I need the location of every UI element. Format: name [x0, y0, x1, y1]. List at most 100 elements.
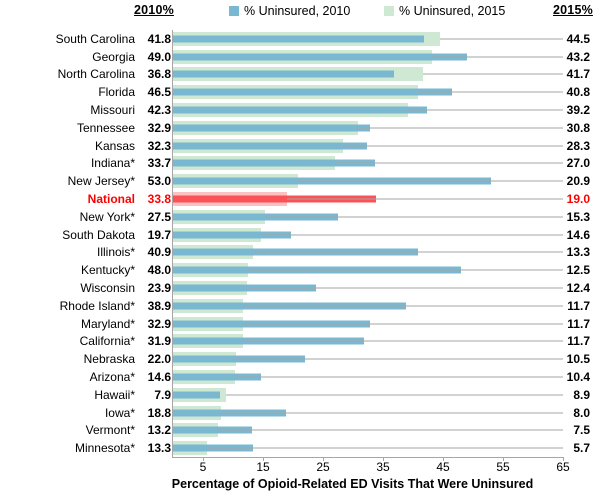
category-label: Wisconsin: [80, 281, 135, 296]
x-tick-mark: [443, 458, 444, 461]
category-label: Iowa*: [104, 405, 135, 420]
legend-label-2015: % Uninsured, 2015: [399, 3, 506, 18]
value-2015-label: 41.7: [566, 67, 590, 82]
value-2015-label: 11.7: [567, 298, 590, 313]
bar-2010: [173, 231, 292, 239]
bar-row: Iowa* 18.8 8.0: [0, 404, 609, 422]
x-tick-label: 55: [496, 460, 510, 474]
category-label: Nebraska: [83, 352, 135, 367]
bar-2010: [173, 213, 338, 221]
bar-row: South Dakota 19.7 14.6: [0, 226, 609, 244]
bar-row: New York* 27.5 15.3: [0, 208, 609, 226]
bar-2010: [173, 426, 253, 434]
category-label: South Dakota: [62, 227, 135, 242]
category-label: Vermont*: [85, 423, 135, 438]
bar-row: Nebraska 22.0 10.5: [0, 350, 609, 368]
value-2010-label: 13.3: [147, 441, 171, 456]
value-2015-label: 10.5: [566, 352, 590, 367]
bar-row: Wisconsin 23.9 12.4: [0, 279, 609, 297]
bar-row: Hawaii* 7.9 8.9: [0, 386, 609, 404]
bar-area: [173, 261, 563, 279]
category-label: California*: [79, 334, 135, 349]
value-2010-label: 32.3: [147, 138, 171, 153]
x-axis-title: Percentage of Opioid-Related ED Visits T…: [171, 477, 534, 491]
legend-label-2010: % Uninsured, 2010: [244, 3, 351, 18]
value-2015-label: 11.7: [567, 334, 590, 349]
value-2015-label: 43.2: [566, 49, 590, 64]
value-2010-label: 27.5: [147, 209, 171, 224]
x-tick-mark: [203, 458, 204, 461]
value-2015-label: 40.8: [566, 85, 590, 100]
leader-line: [226, 394, 563, 396]
category-label: Minnesota*: [74, 441, 135, 456]
bar-2010: [173, 35, 424, 43]
category-label: South Carolina: [55, 31, 135, 46]
bar-area: [173, 172, 563, 190]
bar-area: [173, 279, 563, 297]
x-tick-mark: [383, 458, 384, 461]
value-2015-label: 12.4: [566, 281, 590, 296]
category-label: Kansas: [94, 138, 135, 153]
bar-2010: [173, 124, 371, 132]
value-2010-label: 49.0: [147, 49, 171, 64]
bar-row: North Carolina 36.8 41.7: [0, 66, 609, 84]
value-2015-label: 20.9: [566, 174, 590, 189]
category-label: Arizona*: [89, 370, 135, 385]
value-2010-label: 38.9: [147, 298, 171, 313]
value-2015-label: 30.8: [566, 120, 590, 135]
leader-line: [287, 198, 563, 200]
bar-row: Florida 46.5 40.8: [0, 83, 609, 101]
value-2010-label: 46.5: [147, 85, 171, 100]
bar-2010: [173, 159, 376, 167]
bar-row: California* 31.9 11.7: [0, 333, 609, 351]
value-2015-label: 8.9: [573, 387, 590, 402]
legend-swatch-2010-icon: [229, 5, 239, 16]
value-2010-label: 13.2: [147, 423, 171, 438]
x-tick-label: 5: [199, 460, 207, 474]
bar-area: [173, 155, 563, 173]
value-2010-label: 42.3: [147, 103, 171, 118]
value-2010-label: 53.0: [147, 174, 171, 189]
leader-line: [298, 180, 563, 182]
leader-line: [440, 38, 563, 40]
leader-line: [417, 91, 563, 93]
leader-line: [243, 340, 563, 342]
value-2010-label: 19.7: [147, 227, 171, 242]
category-label: Florida: [98, 85, 135, 100]
bar-area: [173, 83, 563, 101]
value-2010-label: 40.9: [147, 245, 171, 260]
bar-2010: [173, 53, 467, 61]
bar-row: Vermont* 13.2 7.5: [0, 422, 609, 440]
x-tick-mark: [563, 458, 564, 461]
bar-area: [173, 48, 563, 66]
bar-2010: [173, 195, 376, 203]
bar-row: Kentucky* 48.0 12.5: [0, 261, 609, 279]
category-label: Hawaii*: [94, 387, 135, 402]
bar-area: [173, 315, 563, 333]
bar-area: [173, 244, 563, 262]
value-2015-label: 44.5: [566, 31, 590, 46]
leader-line: [335, 162, 563, 164]
leader-line: [264, 216, 563, 218]
bar-area: [173, 66, 563, 84]
column-header-2015: 2015%: [553, 3, 593, 17]
bar-2010: [173, 88, 452, 96]
bar-row: Minnesota* 13.3 5.7: [0, 439, 609, 457]
category-label: Georgia: [92, 49, 135, 64]
bar-row: New Jersey* 53.0 20.9: [0, 172, 609, 190]
bar-area: [173, 190, 563, 208]
bar-row: National 33.8 19.0: [0, 190, 609, 208]
bar-area: [173, 333, 563, 351]
category-label: Kentucky*: [80, 263, 135, 278]
value-2015-label: 13.3: [566, 245, 590, 260]
value-2010-label: 7.9: [154, 387, 171, 402]
value-2015-label: 19.0: [566, 192, 590, 207]
category-label: Indiana*: [90, 156, 135, 171]
value-2015-label: 5.7: [573, 441, 590, 456]
x-tick-label: 15: [256, 460, 270, 474]
category-label: New Jersey*: [67, 174, 135, 189]
bar-area: [173, 297, 563, 315]
bar-row: Indiana* 33.7 27.0: [0, 155, 609, 173]
bar-area: [173, 404, 563, 422]
leader-line: [432, 56, 563, 58]
